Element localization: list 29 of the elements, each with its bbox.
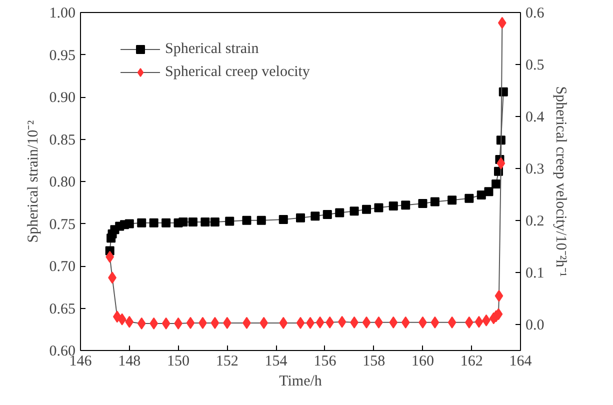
- y2-tick-label: 0.0: [526, 318, 544, 334]
- x-axis-title: Time/h: [279, 374, 322, 390]
- x-tick-label: 162: [460, 354, 483, 370]
- y2-tick-label: 0.6: [526, 6, 545, 22]
- x-tick-label: 164: [509, 354, 532, 370]
- y2-axis-title: Spherical creep velocity/10⁻²h⁻¹: [552, 86, 568, 277]
- y-tick-label: 0.95: [49, 48, 76, 64]
- y2-tick-label: 0.3: [526, 162, 544, 178]
- y2-tick-label: 0.5: [526, 58, 544, 74]
- y-tick-label: 1.00: [49, 6, 76, 22]
- legend-label: Spherical creep velocity: [165, 64, 310, 80]
- x-tick-label: 152: [216, 354, 238, 370]
- x-tick-label: 156: [314, 354, 337, 370]
- y-tick-label: 0.90: [49, 90, 76, 106]
- y2-tick-label: 0.4: [526, 110, 545, 126]
- x-tick-label: 150: [167, 354, 190, 370]
- y-tick-label: 0.75: [49, 216, 76, 233]
- y-axis-title: Spherical strain/10⁻²: [25, 120, 42, 243]
- y2-tick-label: 0.2: [526, 214, 544, 230]
- x-tick-label: 148: [118, 354, 141, 370]
- x-tick-label: 158: [362, 354, 386, 370]
- y2-tick-label: 0.1: [526, 266, 544, 282]
- y-tick-label: 0.85: [49, 132, 76, 148]
- x-tick-label: 160: [411, 354, 434, 370]
- y-tick-label: 0.80: [49, 174, 76, 190]
- legend-label: Spherical strain: [165, 40, 259, 58]
- y-tick-label: 0.70: [49, 259, 76, 275]
- y-tick-label: 0.65: [49, 301, 76, 318]
- x-tick-label: 154: [264, 354, 288, 370]
